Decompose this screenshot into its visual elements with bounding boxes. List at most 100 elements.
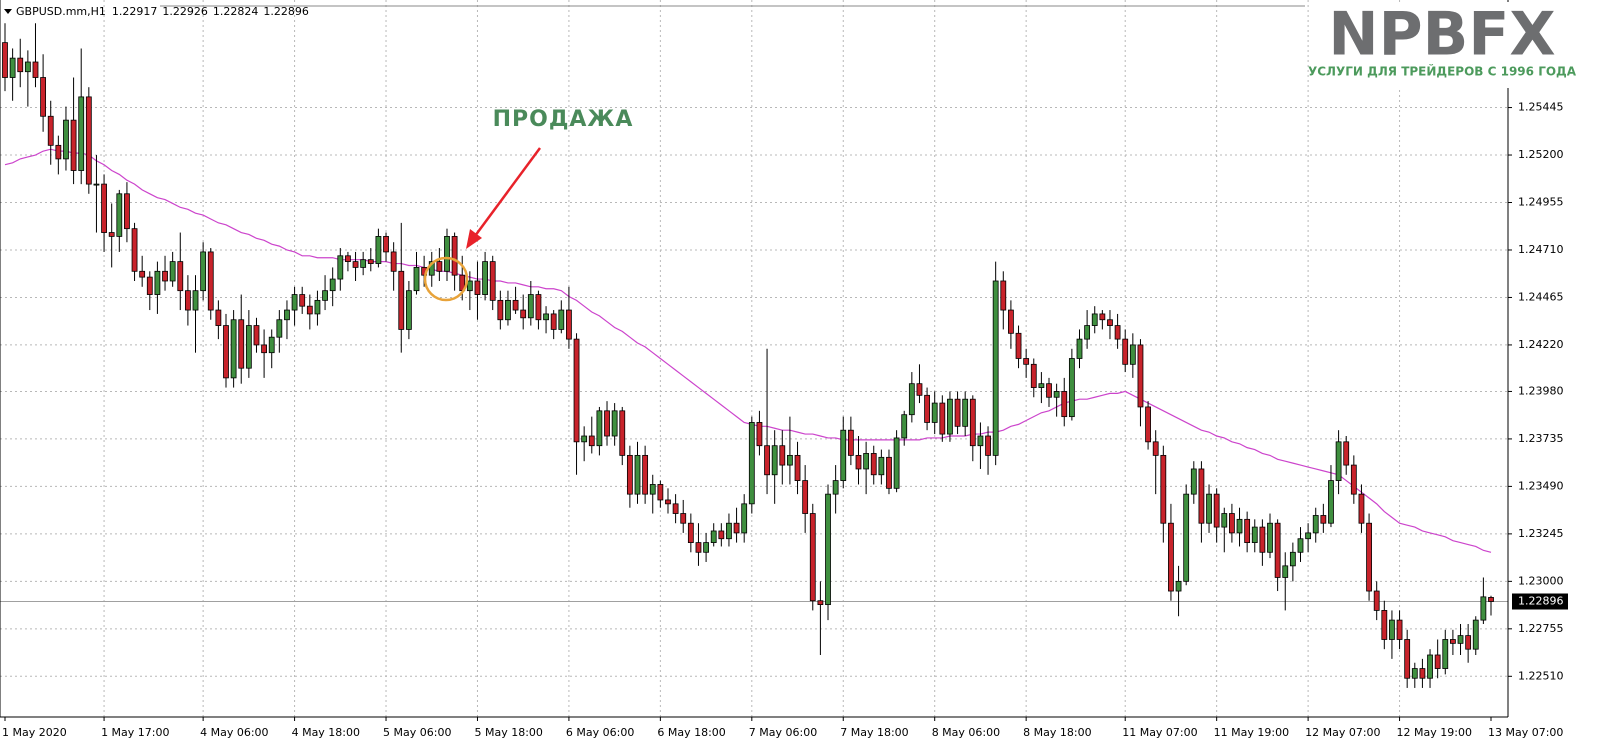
x-tick-label: 4 May 06:00 <box>200 726 268 739</box>
candle-body <box>1259 526 1266 553</box>
candle-body <box>1145 406 1151 443</box>
y-tick-label: 1.23000 <box>1518 574 1564 587</box>
candle-body <box>215 309 222 326</box>
candle-body <box>908 383 915 416</box>
candle-body <box>139 270 146 278</box>
candle-body <box>436 261 443 272</box>
candle-body <box>162 270 168 282</box>
candle-body <box>1160 454 1167 524</box>
candle-body <box>482 261 488 295</box>
candle-body <box>1015 332 1022 359</box>
candle-body <box>299 294 306 307</box>
candle-body <box>192 290 199 311</box>
symbol: GBPUSD.mm,H1 <box>16 5 106 18</box>
candle-body <box>733 522 740 534</box>
candle-body <box>626 454 633 495</box>
x-tick-label: 7 May 06:00 <box>749 726 817 739</box>
candle-body <box>771 445 778 476</box>
candle-body <box>489 261 496 301</box>
candle-body <box>764 445 770 476</box>
candle-body <box>535 294 542 321</box>
candle-body <box>809 513 816 602</box>
candle-body <box>329 278 336 292</box>
candle-body <box>604 410 610 437</box>
candle-body <box>1267 522 1273 553</box>
candle-body <box>992 280 999 456</box>
candle-body <box>1198 468 1205 524</box>
candle-body <box>1442 639 1449 669</box>
candle-body <box>124 193 130 230</box>
candle-body <box>741 503 748 534</box>
candle-body <box>802 480 809 514</box>
candle-body <box>17 57 24 73</box>
candle-body <box>207 251 214 311</box>
candle-body <box>817 600 824 606</box>
candle-body <box>306 305 313 315</box>
candle-body <box>558 309 565 330</box>
candle-body <box>787 454 793 466</box>
candle-body <box>398 270 405 330</box>
x-tick-label: 12 May 19:00 <box>1397 726 1472 739</box>
candle-body <box>261 344 267 354</box>
candle-body <box>611 410 618 437</box>
y-tick-label: 1.24955 <box>1518 196 1564 209</box>
candle-body <box>1480 596 1487 621</box>
candle-body <box>1091 313 1098 326</box>
y-tick-label: 1.24465 <box>1518 290 1564 303</box>
candle-body <box>1274 522 1281 578</box>
candle-body <box>40 77 47 117</box>
candle-body <box>505 299 511 321</box>
candle-body <box>1289 551 1296 567</box>
candle-body <box>825 493 831 606</box>
candle-body <box>847 429 854 456</box>
candle-body <box>291 294 298 311</box>
candle-body <box>352 261 359 268</box>
y-tick-label: 1.23245 <box>1518 527 1564 540</box>
candle-body <box>1137 344 1144 408</box>
candle-body <box>2 42 8 78</box>
candle-body <box>726 522 732 540</box>
candle-body <box>1061 391 1068 418</box>
open: 1.22917 <box>112 5 158 18</box>
candle-body <box>939 402 946 435</box>
candle-body <box>687 522 694 543</box>
candle-body <box>497 299 504 321</box>
candle-body <box>1068 358 1075 418</box>
x-tick-label: 8 May 18:00 <box>1023 726 1091 739</box>
candle-body <box>1221 513 1228 528</box>
candle-body <box>1107 319 1113 326</box>
candle-body <box>1343 441 1350 466</box>
candle-body <box>253 325 260 346</box>
y-tick-label: 1.22510 <box>1518 669 1564 682</box>
candle-body <box>116 193 123 237</box>
candle-body <box>1434 654 1441 669</box>
candle-body <box>101 183 107 233</box>
candle-body <box>154 270 161 295</box>
candle-body <box>70 119 77 171</box>
candle-body <box>146 276 153 295</box>
candle-body <box>314 299 321 315</box>
candle-body <box>1084 325 1091 340</box>
candle-body <box>55 144 62 160</box>
menu-triangle[interactable] <box>4 9 12 14</box>
candle-body <box>284 309 290 321</box>
x-tick-label: 6 May 18:00 <box>657 726 725 739</box>
candle-body <box>520 309 527 319</box>
candle-body <box>832 480 839 495</box>
candle-body <box>1389 619 1395 640</box>
x-tick-label: 5 May 18:00 <box>474 726 542 739</box>
candle-body <box>276 319 283 338</box>
candle-body <box>1358 493 1365 524</box>
candle-body <box>47 115 54 146</box>
annotation-arrowhead <box>466 229 482 249</box>
y-tick-label: 1.23980 <box>1518 384 1564 397</box>
annotation-arrow <box>473 147 542 237</box>
candle-body <box>695 542 702 553</box>
candle-body <box>184 290 191 311</box>
candle-body <box>1236 518 1243 534</box>
candle-body <box>230 319 237 379</box>
candle-body <box>657 484 664 501</box>
candle-body <box>870 453 877 476</box>
candle-body <box>543 313 549 321</box>
x-tick-label: 13 May 07:00 <box>1488 726 1563 739</box>
